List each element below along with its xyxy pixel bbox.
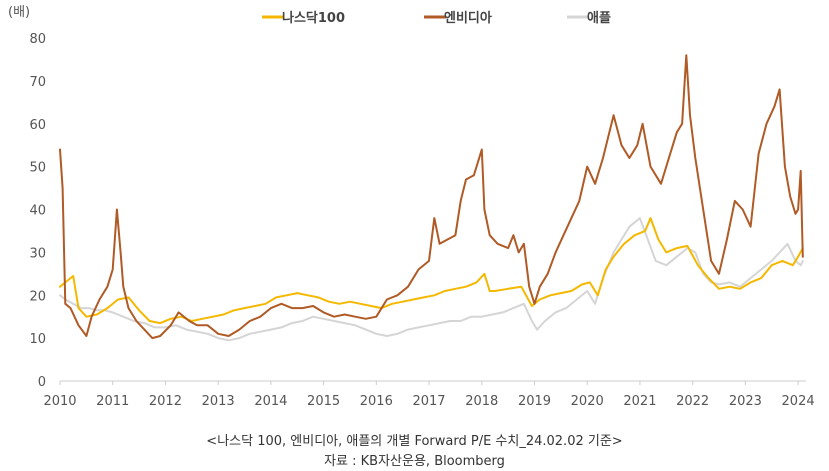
x-axis-ticks: 2010 2011 2012 2013 2014 2015 2016 2017 2018 2019… [43, 381, 815, 409]
y-tick-label: 70 [29, 75, 46, 90]
legend-label-1: 엔비디아 [444, 10, 492, 26]
y-tick-label: 20 [29, 289, 46, 304]
x-tick-label: 2015 [307, 394, 340, 409]
x-tick-label: 2023 [729, 394, 762, 409]
y-tick-label: 50 [29, 161, 46, 176]
legend: 나스닥100 엔비디아 애플 [262, 10, 611, 26]
x-tick-label: 2017 [412, 394, 445, 409]
x-tick-label: 2014 [254, 394, 287, 409]
y-tick-label: 80 [29, 32, 46, 47]
series-line-1 [59, 54, 804, 340]
x-tick-label: 2020 [571, 394, 604, 409]
y-axis-ticks: 0 10 20 30 40 50 60 70 80 [29, 32, 46, 390]
x-tick-label: 2024 [782, 394, 815, 409]
x-tick-label: 2022 [676, 394, 709, 409]
chart-source: 자료 : KB자산운용, Bloomberg [324, 454, 505, 469]
y-axis-unit-label: (배) [8, 5, 30, 20]
x-tick-label: 2018 [465, 394, 498, 409]
series-line-0 [59, 217, 804, 325]
y-tick-label: 0 [38, 375, 46, 390]
x-tick-label: 2019 [518, 394, 551, 409]
x-tick-label: 2013 [202, 394, 235, 409]
y-tick-label: 30 [29, 246, 46, 261]
legend-label-0: 나스닥100 [282, 10, 345, 26]
x-tick-label: 2011 [96, 394, 129, 409]
x-tick-label: 2021 [623, 394, 656, 409]
legend-label-2: 애플 [587, 10, 611, 26]
x-tick-label: 2012 [149, 394, 182, 409]
series-lines [59, 54, 804, 342]
series-line-2 [59, 217, 804, 342]
chart-caption: <나스닥 100, 엔비디아, 애플의 개별 Forward P/E 수치_24… [206, 434, 623, 449]
y-tick-label: 60 [29, 118, 46, 133]
x-tick-label: 2016 [360, 394, 393, 409]
y-tick-label: 10 [29, 332, 46, 347]
x-tick-label: 2010 [43, 394, 76, 409]
y-tick-label: 40 [29, 204, 46, 219]
